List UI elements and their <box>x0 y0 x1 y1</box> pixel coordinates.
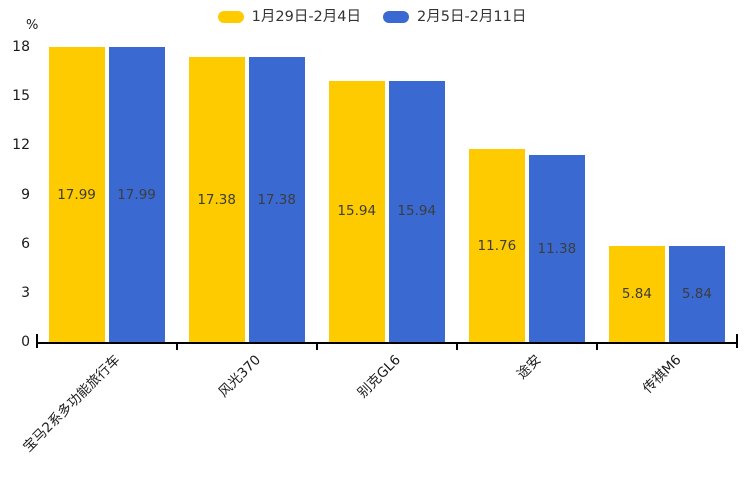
axis-end-cap <box>35 334 38 348</box>
x-category-label: 传祺M6 <box>639 352 685 397</box>
bar-1月29日-2月4日-别克GL6 <box>328 80 385 342</box>
bar-value-label: 17.99 <box>117 186 156 203</box>
y-tick-label: 18 <box>12 39 30 55</box>
legend-item[interactable]: 2月5日-2月11日 <box>383 7 526 27</box>
y-tick-label: 15 <box>12 88 30 105</box>
bar-value-label: 17.99 <box>57 186 96 203</box>
bar-value-label: 15.94 <box>337 203 377 220</box>
y-tick-label: 0 <box>21 334 30 350</box>
x-category-label: 途安 <box>513 352 545 383</box>
axis-tick <box>595 342 598 350</box>
legend-item-label: 2月5日-2月11日 <box>417 9 527 25</box>
x-category-label: 宝马2系多功能旅行车 <box>20 352 124 456</box>
bar-2月5日-2月11日-风光370 <box>248 57 305 342</box>
axis-tick <box>455 342 458 350</box>
bar-value-label: 5.84 <box>681 286 712 303</box>
axis-tick <box>175 342 178 350</box>
legend-item[interactable]: 1月29日-2月4日 <box>217 7 361 27</box>
bar-value-label: 17.38 <box>257 191 296 208</box>
bar-2月5日-2月11日-途安 <box>528 155 585 342</box>
bar-1月29日-2月4日-传祺M6 <box>608 246 665 342</box>
y-axis-unit-label: % <box>26 18 39 33</box>
legend-swatch-icon <box>383 11 409 23</box>
bar-value-label: 17.38 <box>197 191 236 208</box>
y-tick-label: 3 <box>21 284 30 301</box>
bar-value-label: 11.76 <box>477 237 517 254</box>
bar-value-label: 15.94 <box>397 203 437 220</box>
bar-value-label: 11.38 <box>537 240 577 257</box>
chart-legend: 1月29日-2月4日 2月5日-2月11日 <box>0 6 744 28</box>
x-category-label: 别克GL6 <box>354 352 405 402</box>
legend-item-label: 1月29日-2月4日 <box>251 9 361 25</box>
bar-1月29日-2月4日-宝马2系多功能旅行车 <box>48 47 105 342</box>
bar-2月5日-2月11日-别克GL6 <box>388 80 445 342</box>
y-tick-label: 12 <box>12 137 30 154</box>
x-axis-line <box>35 342 738 344</box>
bar-1月29日-2月4日-途安 <box>468 149 525 342</box>
bar-1月29日-2月4日-风光370 <box>188 57 245 342</box>
axis-tick <box>315 342 318 350</box>
axis-end-cap <box>736 334 738 348</box>
legend-swatch-icon <box>217 11 244 23</box>
y-tick-label: 6 <box>21 235 30 252</box>
bar-2月5日-2月11日-传祺M6 <box>668 246 725 342</box>
bar-2月5日-2月11日-宝马2系多功能旅行车 <box>108 47 165 342</box>
y-tick-label: 9 <box>21 186 30 203</box>
bar-value-label: 5.84 <box>621 286 652 303</box>
x-category-label: 风光370 <box>215 352 264 401</box>
